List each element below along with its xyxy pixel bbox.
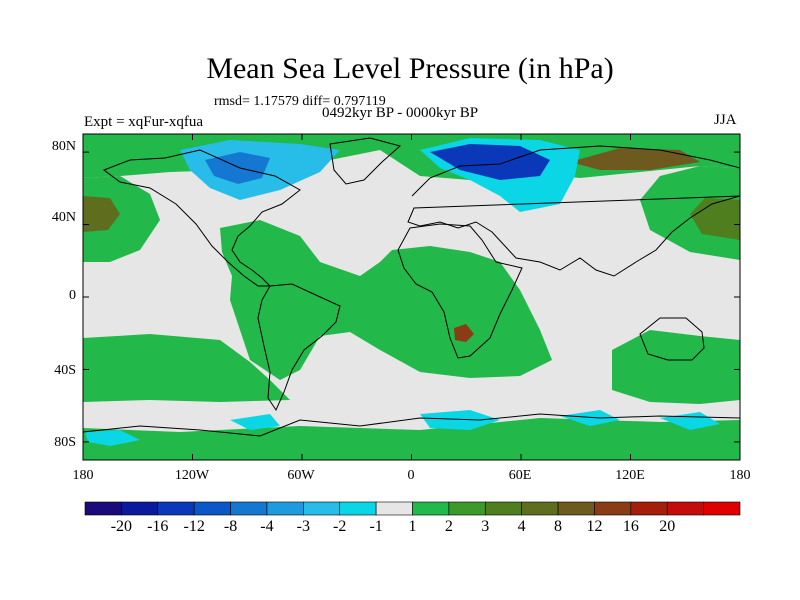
negative-spots-southern-ocean [85,410,720,446]
lon-tick-label-60e: 60E [508,468,532,483]
colorbar-label: -2 [333,518,347,535]
coastline-south-america [257,283,341,412]
colorbar-swatch [666,501,704,516]
colorbar [84,501,741,516]
colorbar-label: 8 [554,518,563,535]
lat-tick-label-80s: 80S [54,435,76,450]
colorbar-swatch [193,501,231,516]
colorbar-label: -12 [183,518,205,535]
colorbar-label: 12 [586,518,603,535]
colorbar-swatch [339,501,377,516]
colorbar-label: -4 [260,518,274,535]
colorbar-swatch [157,501,195,516]
colorbar-label: -8 [223,518,238,535]
colorbar-swatch [557,501,595,516]
coastline-north-america [102,149,301,287]
colorbar-swatch [703,501,741,516]
coastline-antarctica [83,413,740,437]
stats-line: rmsd= 1.17579 diff= 0.797119 [214,94,386,109]
map-title: Mean Sea Level Pressure (in hPa) [206,52,614,85]
positive-region-south-pacific [83,334,290,402]
lat-tick-label-80n: 80N [51,139,76,154]
colorbar-label: 2 [444,518,453,535]
coastline-africa [397,223,523,359]
positive-region-tropical-atlantic [220,220,552,380]
colorbar-swatch [521,501,559,516]
colorbar-swatch [594,501,632,516]
colorbar-label: 1 [408,518,417,535]
colorbar-swatch [448,501,486,516]
pressure-anomaly-field [83,134,740,460]
coastline-eurasia [407,145,740,277]
season-label: JJA [714,112,737,128]
strong-positive-north-pacific-west [83,196,120,232]
lon-tick-label-120e: 120E [615,468,645,483]
colorbar-label: 3 [481,518,490,535]
positive-region-indian-ocean [612,330,740,404]
strong-positive-siberia [570,148,700,170]
colorbar-swatch [484,501,522,516]
colorbar-swatch [375,501,413,516]
colorbar-swatch [84,501,122,516]
positive-region-north-pacific-east [640,166,740,260]
colorbar-label: 4 [517,518,526,535]
colorbar-label: -1 [369,518,383,535]
coastlines [83,137,740,437]
colorbar-label: -20 [110,518,133,535]
colorbar-swatch [266,501,304,516]
lon-tick-label-0: 0 [407,468,415,483]
colorbar-swatch [121,501,159,516]
colorbar-swatch [230,501,268,516]
colorbar-swatch [303,501,341,516]
coastline-greenland [329,137,402,185]
lon-tick-label-180w: 180 [72,468,94,483]
lon-tick-label-120w: 120W [174,468,210,483]
experiment-label: Expt = xqFur-xqfua [84,114,203,130]
colorbar-label: -16 [147,518,169,535]
colorbar-label: -3 [296,518,310,535]
period-label: 0492kyr BP - 0000kyr BP [322,105,479,121]
positive-region-antarctica [83,418,740,460]
lat-tick-label-0: 0 [69,288,76,303]
strong-positive-south-africa [454,324,474,342]
lat-tick-label-40n: 40N [51,210,76,225]
map-ticks [82,134,741,460]
colorbar-swatch [630,501,668,516]
strong-positive-north-pacific-east [690,198,740,240]
coastline-australia [639,317,705,361]
colorbar-label: 16 [622,518,639,535]
lat-tick-label-40s: 40S [54,363,76,378]
colorbar-swatch [412,501,450,516]
lon-tick-label-180e: 180 [729,468,751,483]
colorbar-label: 20 [659,518,676,535]
negative-core-barents [430,144,550,180]
lon-tick-label-60w: 60W [287,468,315,483]
